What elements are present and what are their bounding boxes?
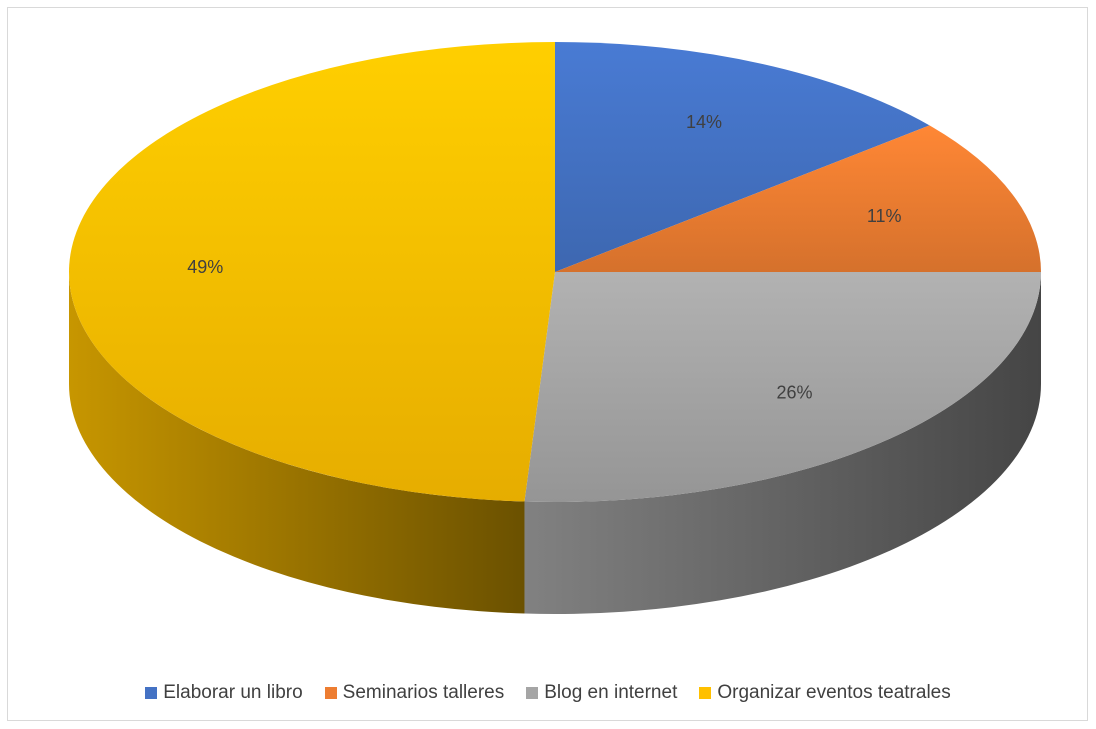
pie-slice-seminarios-talleres xyxy=(555,125,1041,272)
data-label-seminarios-talleres: 11% xyxy=(867,206,902,226)
chart-legend: Elaborar un libro Seminarios talleres Bl… xyxy=(0,682,1096,704)
legend-item-organizar-eventos-teatrales: Organizar eventos teatrales xyxy=(699,682,951,704)
legend-label: Blog en internet xyxy=(544,682,678,703)
legend-swatch xyxy=(324,687,337,699)
pie-side-organizar-eventos-teatrales xyxy=(69,272,525,614)
data-label-organizar-eventos-teatrales: 49% xyxy=(187,257,223,277)
legend-swatch xyxy=(526,687,539,699)
legend-label: Elaborar un libro xyxy=(163,682,303,703)
legend-item-seminarios-talleres: Seminarios talleres xyxy=(324,682,505,704)
legend-item-elaborar-un-libro: Elaborar un libro xyxy=(145,682,303,704)
legend-swatch xyxy=(145,687,158,699)
pie-slice-organizar-eventos-teatrales xyxy=(69,42,555,502)
legend-label: Seminarios talleres xyxy=(342,682,505,703)
pie-side-blog-en-internet xyxy=(524,272,1041,614)
data-label-blog-en-internet: 26% xyxy=(777,383,813,403)
legend-item-blog-en-internet: Blog en internet xyxy=(526,682,677,704)
pie-slice-elaborar-un-libro xyxy=(555,42,930,272)
legend-swatch xyxy=(699,687,712,699)
data-label-elaborar-un-libro: 14% xyxy=(686,112,722,132)
legend-label: Organizar eventos teatrales xyxy=(717,682,951,703)
pie-slice-blog-en-internet xyxy=(524,272,1041,502)
